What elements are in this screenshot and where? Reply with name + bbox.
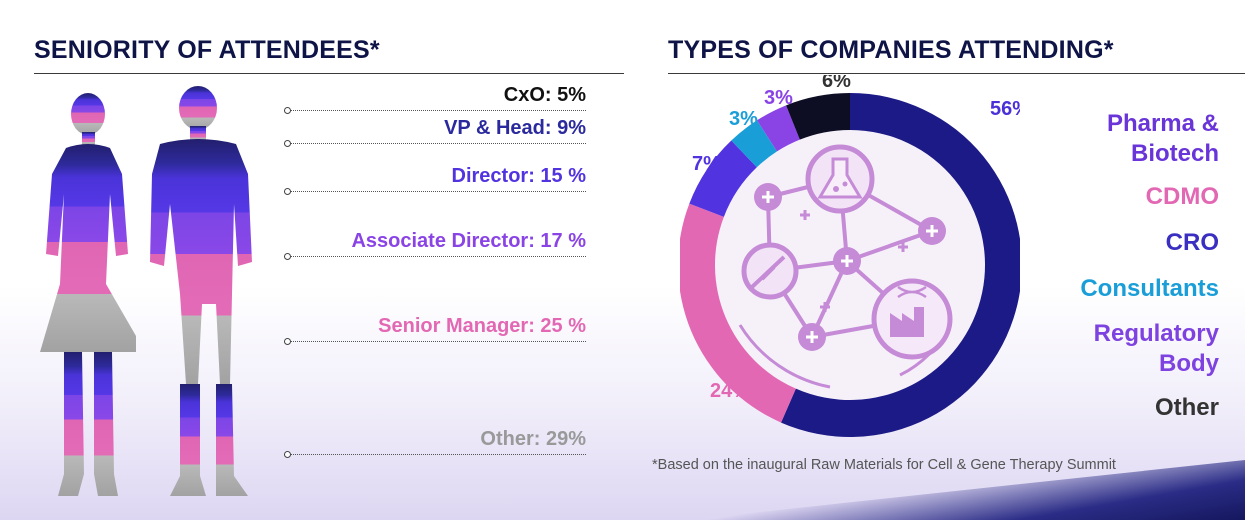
seniority-label-director: Director: 15 % (451, 165, 587, 187)
seniority-label-cxo: CxO: 5% (503, 84, 586, 106)
legend-other: Other (1154, 394, 1219, 421)
legend-pharma-biotech: Pharma & Biotech (1106, 110, 1219, 167)
seniority-row-other: Other: 29% (284, 428, 586, 458)
seniority-row-cxo: CxO: 5% (284, 84, 586, 114)
seniority-title-rule (34, 73, 624, 74)
seniority-label-other: Other: 29% (480, 428, 586, 450)
bullet-dot-icon (284, 451, 291, 458)
seniority-label-associate-director: Associate Director: 17 % (351, 230, 586, 252)
seniority-row-senior-manager: Senior Manager: 25 % (284, 315, 586, 345)
donut-value-labels: 56% 24% 7% 3% 3% 6% (692, 75, 1020, 402)
companies-title-rule (668, 73, 1245, 74)
seniority-row-director: Director: 15 % (284, 165, 586, 195)
legend-consultants: Consultants (1080, 275, 1219, 302)
attendee-silhouettes (40, 86, 252, 496)
donut-value-label: 3% (764, 87, 793, 109)
donut-segments (680, 93, 1020, 437)
companies-donut-chart: 56% 24% 7% 3% 3% 6% (680, 75, 1020, 437)
donut-segment (757, 105, 800, 152)
seniority-row-associate-director: Associate Director: 17 % (284, 230, 586, 260)
legend-cdmo: CDMO (1145, 183, 1219, 210)
donut-segment (689, 140, 757, 217)
donut-segment (680, 203, 796, 423)
bullet-dot-icon (284, 188, 291, 195)
donut-value-label: 24% (710, 380, 750, 402)
bullet-dot-icon (284, 253, 291, 260)
companies-title: TYPES OF COMPANIES ATTENDING* (668, 36, 1114, 64)
seniority-label-vp-head: VP & Head: 9% (444, 117, 586, 139)
seniority-row-vp-head: VP & Head: 9% (284, 117, 586, 147)
footnote: *Based on the inaugural Raw Materials fo… (652, 457, 1116, 473)
donut-value-label: 56% (990, 98, 1020, 120)
bullet-dot-icon (284, 338, 291, 345)
legend-cro: CRO (1165, 229, 1219, 256)
donut-segment (731, 120, 778, 168)
donut-segment (786, 93, 850, 140)
donut-value-label: 3% (729, 108, 758, 130)
seniority-title: SENIORITY OF ATTENDEES* (34, 36, 380, 64)
bullet-dot-icon (284, 140, 291, 147)
donut-value-label: 6% (822, 75, 851, 92)
bullet-dot-icon (284, 107, 291, 114)
network-illustration (738, 144, 953, 389)
seniority-label-senior-manager: Senior Manager: 25 % (378, 315, 586, 337)
donut-value-label: 7% (692, 153, 721, 175)
legend-regulatory-body: Regulatory Body (1093, 320, 1219, 377)
donut-segment (781, 93, 1020, 437)
